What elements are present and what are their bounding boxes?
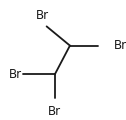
Text: Br: Br xyxy=(9,68,22,81)
Text: Br: Br xyxy=(113,39,126,52)
Text: Br: Br xyxy=(48,105,61,118)
Text: Br: Br xyxy=(36,9,49,22)
